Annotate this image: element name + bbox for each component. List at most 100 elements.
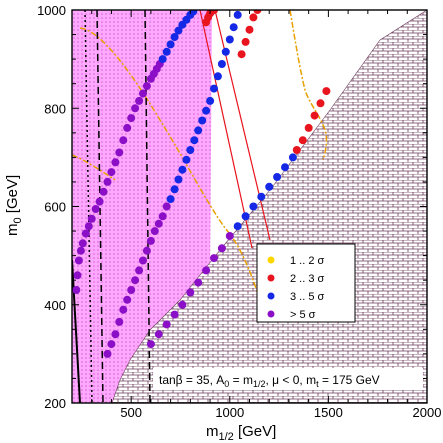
x-tick-label: 1000 — [215, 405, 244, 420]
data-point-3-12 — [150, 227, 159, 236]
data-point-4-16 — [229, 23, 238, 32]
data-point-8-0 — [292, 146, 301, 154]
y-tick-labels: 200 400 600 800 1000 — [37, 3, 66, 411]
legend-marker — [267, 274, 275, 282]
data-point-0-9 — [95, 197, 104, 206]
data-point-0-15 — [119, 136, 128, 145]
data-point-7-1 — [241, 212, 250, 221]
data-point-7-4 — [265, 182, 274, 191]
data-point-0-0 — [72, 286, 81, 294]
data-point-3-14 — [158, 212, 167, 221]
data-points — [72, 10, 331, 358]
y-tick-label: 200 — [44, 396, 66, 411]
orange-contour-1 — [79, 27, 261, 301]
data-point-3-0 — [103, 349, 112, 358]
data-point-6-5 — [186, 288, 195, 297]
data-point-8-3 — [310, 111, 319, 120]
data-point-4-1 — [170, 185, 179, 194]
axis-ticks — [71, 9, 428, 404]
data-point-5-1 — [241, 37, 250, 46]
y-tick-label: 600 — [44, 200, 66, 215]
y-tick-label: 800 — [44, 101, 66, 116]
data-point-0-13 — [111, 158, 120, 167]
y-tick-label: 400 — [44, 298, 66, 313]
data-point-4-9 — [202, 106, 211, 115]
legend-box — [256, 243, 356, 323]
data-point-4-5 — [186, 146, 195, 154]
x-tick-labels: 500 1000 1500 2000 — [120, 405, 441, 420]
data-point-0-14 — [115, 148, 124, 157]
data-point-6-0 — [146, 340, 155, 349]
data-point-7-7 — [288, 153, 297, 162]
data-point-8-1 — [298, 136, 307, 145]
annotation-text: tanβ = 35, A0 = m1/2, μ < 0, mt = 175 Ge… — [159, 373, 380, 389]
data-point-1-4 — [174, 26, 183, 35]
data-point-6-4 — [178, 300, 187, 309]
data-point-1-8 — [189, 10, 198, 16]
data-point-3-13 — [154, 219, 163, 228]
data-point-6-1 — [154, 330, 163, 339]
black-dotted-line — [84, 10, 93, 403]
y-axis-title: m0 [GeV] — [4, 175, 24, 236]
data-point-5-4 — [253, 10, 262, 14]
data-point-4-14 — [221, 47, 230, 56]
data-point-4-7 — [194, 126, 203, 135]
data-point-0-12 — [107, 168, 116, 177]
legend-label: 2 .. 3 σ — [290, 273, 325, 285]
x-axis-title: m1/2 [GeV] — [206, 423, 276, 443]
legend-label: 3 .. 5 σ — [290, 291, 325, 303]
data-point-3-3 — [115, 317, 124, 326]
data-point-4-17 — [233, 10, 242, 19]
data-point-0-2 — [74, 256, 83, 265]
data-point-1-3 — [170, 33, 179, 41]
data-point-6-6 — [194, 278, 203, 287]
data-point-7-3 — [257, 192, 266, 201]
orange-contour-3 — [72, 154, 116, 181]
data-point-3-8 — [135, 266, 144, 275]
data-point-0-3 — [76, 246, 85, 255]
data-point-0-11 — [103, 177, 112, 186]
data-point-0-18 — [131, 104, 140, 113]
black-solid-line — [72, 259, 81, 403]
x-tick-label: 500 — [120, 405, 142, 420]
legend-marker — [267, 256, 275, 264]
data-point-6-10 — [225, 232, 234, 240]
data-point-0-16 — [123, 123, 132, 132]
data-point-7-2 — [249, 202, 258, 211]
data-point-4-0 — [166, 195, 175, 204]
orange-contour-2 — [289, 10, 328, 161]
data-point-6-8 — [210, 254, 218, 263]
data-point-4-11 — [210, 84, 218, 93]
data-point-4-3 — [178, 165, 187, 174]
data-point-7-5 — [273, 173, 282, 181]
data-point-3-7 — [131, 276, 140, 285]
legend-marker — [267, 292, 275, 300]
data-point-1-1 — [162, 47, 171, 56]
data-point-7-0 — [233, 222, 242, 231]
data-point-6-3 — [170, 310, 179, 319]
red-line-upper — [199, 10, 253, 249]
x-tick-label: 2000 — [413, 405, 442, 420]
parameter-annotation: tanβ = 35, A0 = m1/2, μ < 0, mt = 175 Ge… — [153, 368, 423, 390]
data-point-5-3 — [249, 13, 258, 22]
data-point-0-8 — [91, 205, 100, 213]
data-point-4-2 — [174, 175, 183, 184]
legend: 1 .. 2 σ 2 .. 3 σ 3 .. 5 σ > 5 σ — [256, 243, 356, 323]
data-point-6-2 — [162, 320, 171, 329]
data-point-5-2 — [245, 25, 254, 34]
data-point-4-15 — [225, 35, 234, 44]
data-point-2-4 — [210, 10, 218, 14]
legend-label: > 5 σ — [290, 309, 316, 321]
data-point-0-4 — [78, 239, 87, 248]
data-point-4-10 — [206, 96, 215, 105]
data-point-0-5 — [81, 229, 90, 238]
data-point-3-5 — [123, 295, 132, 304]
x-tick-label: 1500 — [314, 405, 343, 420]
data-point-3-4 — [119, 305, 128, 314]
data-point-0-6 — [84, 222, 93, 231]
data-point-3-2 — [111, 330, 120, 339]
data-point-1-0 — [158, 55, 167, 64]
data-point-0-19 — [135, 96, 144, 105]
data-point-6-7 — [202, 266, 211, 275]
plot-area — [72, 10, 427, 403]
